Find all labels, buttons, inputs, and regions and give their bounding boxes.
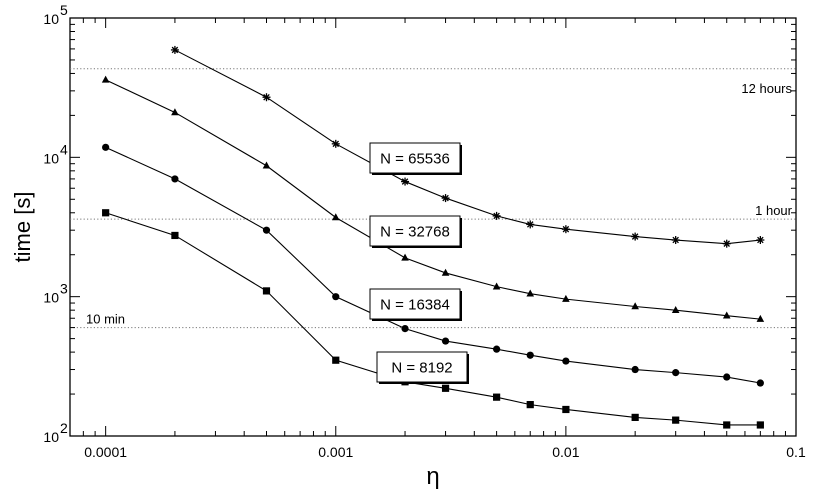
- series-star: [170, 45, 765, 248]
- data-point-circle: [171, 175, 179, 183]
- data-point-triangle: [171, 108, 179, 116]
- y-tick-label: 10: [43, 290, 59, 306]
- data-point-circle: [672, 369, 680, 377]
- reference-line-label: 1 hour: [755, 203, 793, 218]
- data-point-triangle: [722, 311, 731, 319]
- data-point-star: [441, 194, 450, 203]
- series-label-box: N = 32768: [369, 215, 462, 248]
- data-point-star: [492, 211, 501, 220]
- series-label: N = 16384: [380, 297, 450, 314]
- y-tick-label: 10: [43, 150, 59, 166]
- data-point-triangle: [492, 282, 501, 290]
- y-tick-exponent: 2: [60, 420, 68, 436]
- x-axis-title: η: [426, 463, 439, 490]
- data-point-star: [631, 232, 640, 241]
- data-point-square: [332, 356, 340, 364]
- y-tick-label: 10: [43, 11, 59, 27]
- data-point-star: [671, 236, 680, 245]
- x-axis: 0.0001 0.001 0.01 0.1: [69, 18, 806, 460]
- data-point-triangle: [262, 161, 271, 169]
- series-label-box: N = 16384: [369, 288, 462, 321]
- x-tick-label: 0.1: [786, 444, 806, 460]
- series-triangle: [101, 75, 765, 322]
- data-point-circle: [102, 143, 110, 151]
- y-tick-label: 10: [43, 429, 59, 445]
- series-label: N = 65536: [380, 151, 450, 168]
- data-point-square: [171, 231, 179, 240]
- data-point-star: [262, 93, 271, 102]
- data-point-star: [561, 225, 570, 234]
- data-point-square: [262, 287, 271, 295]
- data-point-square: [631, 413, 639, 421]
- x-tick-label: 0.01: [552, 444, 579, 460]
- data-point-square: [672, 416, 680, 424]
- x-tick-label: 0.0001: [84, 444, 127, 460]
- y-tick-exponent: 5: [60, 2, 68, 18]
- data-point-circle: [332, 293, 340, 301]
- series-label: N = 32768: [380, 224, 450, 241]
- series-line: [105, 146, 761, 384]
- data-point-triangle: [671, 305, 680, 313]
- data-point-circle: [756, 379, 764, 387]
- data-point-square: [493, 393, 501, 401]
- data-point-circle: [401, 324, 409, 333]
- data-point-triangle: [401, 253, 409, 261]
- data-point-square: [526, 401, 534, 409]
- data-point-star: [331, 139, 340, 148]
- data-point-square: [102, 209, 110, 217]
- data-point-star: [722, 239, 731, 248]
- data-point-star: [756, 236, 765, 245]
- reference-line-label: 10 min: [86, 312, 125, 327]
- series-label: N = 8192: [391, 360, 452, 377]
- data-point-square: [562, 405, 570, 414]
- series-line: [105, 79, 761, 320]
- data-point-square: [756, 421, 764, 429]
- y-tick-exponent: 4: [60, 141, 68, 157]
- data-point-triangle: [101, 75, 110, 83]
- data-point-triangle: [631, 302, 639, 310]
- data-point-square: [723, 421, 731, 429]
- plot-frame: [69, 17, 797, 437]
- data-point-circle: [526, 351, 534, 359]
- y-tick-exponent: 3: [60, 281, 68, 297]
- series-line: [174, 49, 761, 245]
- data-point-star: [526, 220, 535, 229]
- label-box: [376, 351, 468, 383]
- data-point-circle: [441, 337, 450, 345]
- series-label-box: N = 65536: [369, 142, 462, 175]
- data-point-star: [170, 45, 179, 54]
- data-point-circle: [493, 345, 501, 353]
- x-tick-label: 0.001: [318, 444, 353, 460]
- data-point-star: [401, 177, 410, 186]
- series-group: [101, 45, 765, 429]
- label-box: [369, 215, 461, 247]
- data-point-circle: [262, 226, 271, 234]
- series-label-box: N = 8192: [376, 351, 469, 384]
- reference-lines: 12 hours 1 hour 10 min: [70, 68, 796, 329]
- series-labels: N = 65536 N = 32768 N = 16384 N = 8192: [369, 142, 469, 384]
- data-point-circle: [723, 373, 731, 381]
- data-point-triangle: [441, 268, 450, 276]
- data-point-circle: [562, 357, 570, 365]
- y-axis-title: time [s]: [10, 192, 35, 263]
- label-box: [369, 288, 461, 320]
- data-point-triangle: [526, 289, 535, 297]
- series-circle: [102, 143, 764, 387]
- data-point-circle: [631, 365, 639, 374]
- label-box: [369, 142, 461, 174]
- data-point-triangle: [756, 314, 765, 322]
- data-point-square: [441, 384, 450, 392]
- data-point-triangle: [331, 213, 340, 221]
- reference-line-label: 12 hours: [741, 81, 792, 96]
- data-point-triangle: [562, 294, 570, 302]
